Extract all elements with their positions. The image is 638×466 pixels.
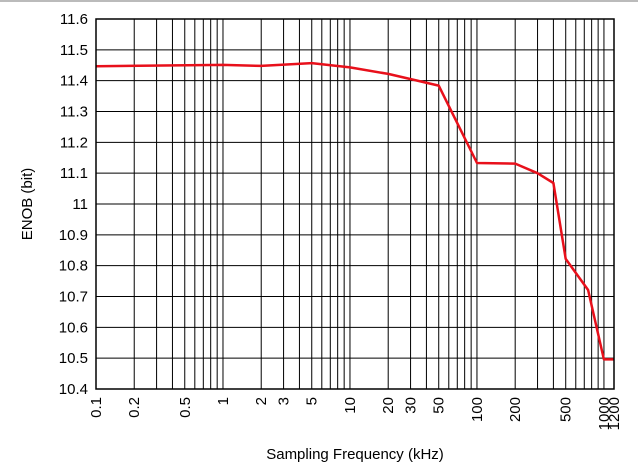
y-tick-label: 11.6 xyxy=(60,11,88,28)
x-tick-label: 3 xyxy=(276,397,293,405)
x-tick-label: 200 xyxy=(507,397,524,422)
y-tick-label: 10.8 xyxy=(59,258,88,275)
y-tick-label: 11 xyxy=(72,196,88,213)
y-tick-label: 10.6 xyxy=(59,319,88,336)
y-tick-label: 11.5 xyxy=(60,42,88,59)
y-tick-label: 10.5 xyxy=(59,350,88,367)
y-tick-label: 10.4 xyxy=(59,381,88,398)
x-tick-label: 1200 xyxy=(606,397,623,430)
y-tick-label: 11.4 xyxy=(60,73,88,90)
x-tick-label: 500 xyxy=(558,397,575,422)
x-tick-label: 0.5 xyxy=(177,397,194,418)
y-tick-label: 11.1 xyxy=(60,165,88,182)
x-tick-label: 2 xyxy=(253,397,270,405)
x-tick-label: 0.1 xyxy=(88,397,105,418)
x-tick-label: 100 xyxy=(469,397,486,422)
y-tick-label: 11.2 xyxy=(60,134,88,151)
x-tick-label: 0.2 xyxy=(126,397,143,418)
x-tick-label: 5 xyxy=(304,397,321,405)
y-tick-label: 11.3 xyxy=(60,104,88,121)
x-tick-label: 10 xyxy=(342,397,359,414)
x-tick-label: 1000 xyxy=(596,397,613,430)
y-axis-title: ENOB (bit) xyxy=(19,168,36,241)
x-axis-title: Sampling Frequency (kHz) xyxy=(266,446,444,463)
y-tick-label: 10.9 xyxy=(59,227,88,244)
x-tick-label: 1 xyxy=(215,397,232,405)
x-tick-label: 20 xyxy=(380,397,397,414)
x-tick-label: 50 xyxy=(431,397,448,414)
y-tick-label: 10.7 xyxy=(59,289,88,306)
series-layer xyxy=(95,61,615,361)
y-tick-labels: 11.6 11.5 11.4 11.3 11.2 11.1 11 10.9 10.8 10.7 10… xyxy=(59,11,88,398)
plot-area-frame xyxy=(95,18,615,390)
x-tick-label: 30 xyxy=(403,397,420,414)
